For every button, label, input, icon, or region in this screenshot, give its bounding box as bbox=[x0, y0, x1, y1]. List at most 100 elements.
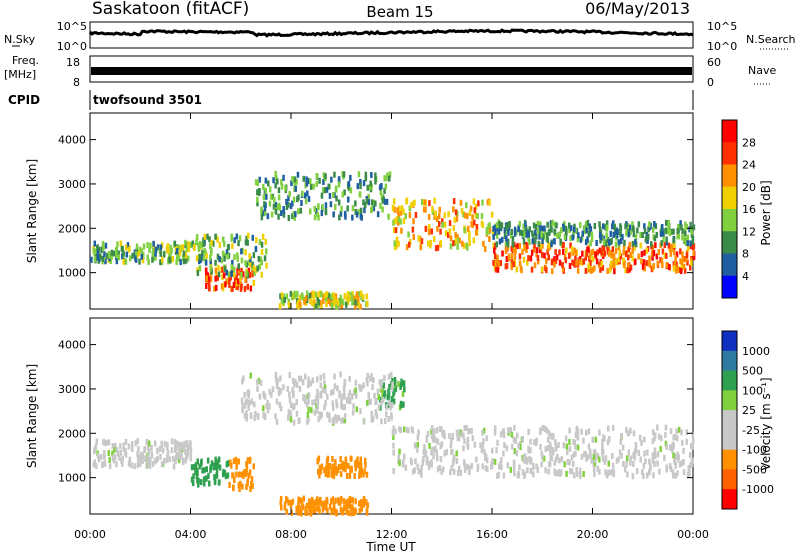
heatmap-cell bbox=[163, 458, 166, 465]
heatmap-cell bbox=[358, 191, 362, 198]
heatmap-cell bbox=[291, 387, 294, 394]
heatmap-cell bbox=[339, 294, 343, 301]
heatmap-cell bbox=[449, 243, 453, 250]
heatmap-cell bbox=[656, 424, 659, 431]
heatmap-cell bbox=[603, 458, 607, 465]
heatmap-cell bbox=[378, 379, 381, 386]
heatmap-cell bbox=[229, 459, 232, 466]
heatmap-cell bbox=[256, 413, 260, 420]
heatmap-cell bbox=[495, 447, 498, 454]
heatmap-cell bbox=[679, 220, 682, 227]
heatmap-cell bbox=[643, 223, 646, 230]
heatmap-cell bbox=[576, 434, 579, 441]
heatmap-cell bbox=[605, 232, 608, 239]
heatmap-cell bbox=[171, 455, 175, 462]
heatmap-cell bbox=[684, 239, 687, 246]
heatmap-cell bbox=[500, 222, 504, 229]
heatmap-cell bbox=[647, 226, 650, 233]
heatmap-cell bbox=[510, 264, 513, 271]
power-colorbar-segment bbox=[722, 120, 737, 143]
heatmap-cell bbox=[282, 384, 285, 391]
velocity-colorbar-tick: -25 bbox=[742, 424, 760, 437]
heatmap-cell bbox=[304, 182, 307, 189]
heatmap-cell bbox=[450, 449, 453, 456]
heatmap-cell bbox=[115, 461, 118, 468]
heatmap-cell bbox=[202, 476, 206, 483]
heatmap-cell bbox=[385, 404, 388, 411]
heatmap-cell bbox=[209, 276, 213, 282]
heatmap-cell bbox=[554, 249, 557, 256]
heatmap-cell bbox=[324, 292, 327, 299]
heatmap-cell bbox=[399, 209, 403, 216]
heatmap-cell bbox=[256, 180, 259, 187]
heatmap-cell bbox=[453, 216, 456, 223]
heatmap-cell bbox=[416, 434, 420, 441]
heatmap-cell bbox=[131, 446, 134, 452]
heatmap-cell bbox=[673, 456, 676, 463]
heatmap-cell bbox=[318, 508, 321, 514]
heatmap-cell bbox=[292, 404, 295, 411]
heatmap-cell bbox=[436, 216, 439, 222]
heatmap-cell bbox=[170, 447, 174, 454]
heatmap-cell bbox=[260, 259, 263, 266]
heatmap-cell bbox=[455, 458, 459, 464]
heatmap-cell bbox=[237, 263, 240, 270]
heatmap-cell bbox=[452, 457, 455, 464]
heatmap-cell bbox=[564, 257, 568, 264]
heatmap-cell bbox=[334, 186, 338, 193]
heatmap-cell bbox=[264, 187, 267, 194]
heatmap-cell bbox=[671, 469, 675, 476]
heatmap-cell bbox=[272, 203, 276, 210]
heatmap-cell bbox=[260, 241, 264, 248]
heatmap-cell bbox=[213, 285, 216, 292]
heatmap-cell bbox=[515, 266, 519, 273]
heatmap-cell bbox=[193, 245, 196, 251]
heatmap-cell bbox=[191, 240, 194, 247]
heatmap-cell bbox=[93, 240, 96, 247]
heatmap-cell bbox=[449, 469, 452, 476]
heatmap-cell bbox=[335, 509, 339, 516]
heatmap-cell bbox=[357, 461, 360, 468]
heatmap-cell bbox=[576, 267, 580, 274]
x-axis-label: Time UT bbox=[365, 540, 416, 554]
heatmap-cell bbox=[134, 440, 138, 447]
heatmap-cell bbox=[407, 231, 410, 238]
heatmap-cell bbox=[326, 471, 330, 478]
velocity-scale-label: Velocity [m s⁻¹] bbox=[759, 377, 773, 470]
heatmap-cell bbox=[365, 471, 369, 478]
heatmap-cell bbox=[670, 243, 673, 250]
heatmap-cell bbox=[346, 291, 350, 298]
heatmap-cell bbox=[260, 271, 263, 278]
heatmap-cell bbox=[498, 463, 501, 470]
heatmap-cell bbox=[247, 267, 251, 274]
heatmap-cell bbox=[114, 442, 117, 449]
heatmap-cell bbox=[243, 413, 247, 419]
heatmap-cell bbox=[181, 244, 185, 251]
heatmap-cell bbox=[677, 233, 681, 240]
heatmap-cell bbox=[328, 463, 331, 469]
heatmap-cell bbox=[425, 459, 429, 466]
heatmap-cell bbox=[686, 259, 689, 266]
heatmap-cell bbox=[217, 479, 221, 486]
heatmap-cell bbox=[342, 171, 346, 178]
heatmap-cell bbox=[316, 376, 319, 383]
heatmap-cell bbox=[473, 219, 476, 226]
heatmap-cell bbox=[506, 241, 510, 248]
heatmap-cell bbox=[138, 246, 142, 253]
heatmap-cell bbox=[576, 236, 580, 243]
heatmap-cell bbox=[586, 236, 589, 243]
heatmap-cell bbox=[306, 418, 309, 425]
heatmap-cell bbox=[689, 240, 692, 247]
heatmap-cell bbox=[280, 504, 283, 511]
heatmap-cell bbox=[340, 508, 343, 515]
heatmap-cell bbox=[347, 462, 350, 469]
heatmap-cell bbox=[320, 192, 324, 199]
heatmap-cell bbox=[327, 292, 330, 299]
heatmap-cell bbox=[231, 259, 234, 266]
heatmap-cell bbox=[198, 254, 202, 260]
heatmap-cell bbox=[470, 428, 473, 434]
heatmap-cell bbox=[237, 482, 241, 489]
heatmap-cell bbox=[275, 398, 279, 405]
